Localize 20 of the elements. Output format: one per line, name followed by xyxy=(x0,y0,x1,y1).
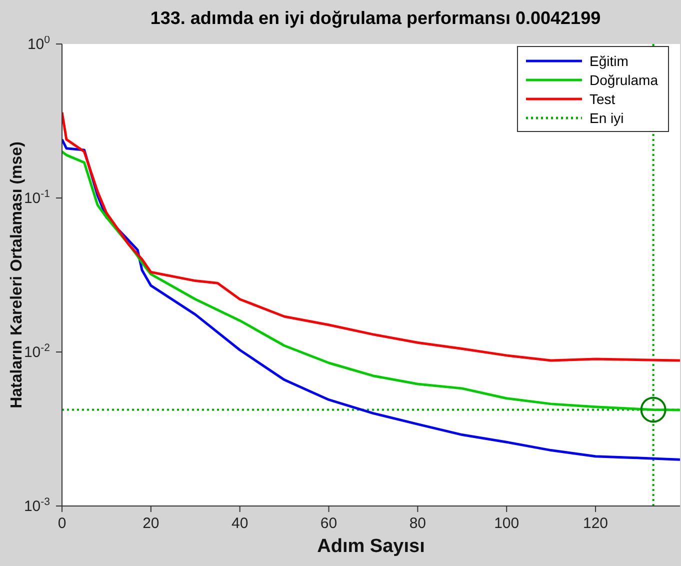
x-tick-label: 80 xyxy=(409,515,426,532)
line-series xyxy=(62,150,680,412)
legend-label: Eğitim xyxy=(590,52,628,68)
legend-label: En iyi xyxy=(590,110,624,126)
y-axis-title: Hataların Kareleri Ortalaması (mse) xyxy=(8,142,26,408)
x-tick-label: 100 xyxy=(494,515,520,532)
x-tick-label: 20 xyxy=(142,515,160,532)
x-axis-title: Adım Sayısı xyxy=(317,536,425,557)
line-series xyxy=(62,111,680,362)
x-tick-label: 120 xyxy=(583,515,608,532)
legend-label: Doğrulama xyxy=(590,72,658,88)
x-tick-label: 60 xyxy=(320,515,338,532)
x-tick-label: 0 xyxy=(58,515,66,532)
x-tick-label: 40 xyxy=(232,515,248,532)
legend-label: Test xyxy=(590,90,616,106)
y-tick-label: 10$^{0}$ xyxy=(27,34,50,53)
chart-title: 133. adımda en iyi doğrulama performansı 0.0042199 xyxy=(150,8,601,28)
y-tick-label: 10$^{-3}$ xyxy=(24,496,50,515)
y-tick-label: 10$^{-2}$ xyxy=(24,342,50,361)
y-tick-label: 10$^{-1}$ xyxy=(24,188,50,207)
